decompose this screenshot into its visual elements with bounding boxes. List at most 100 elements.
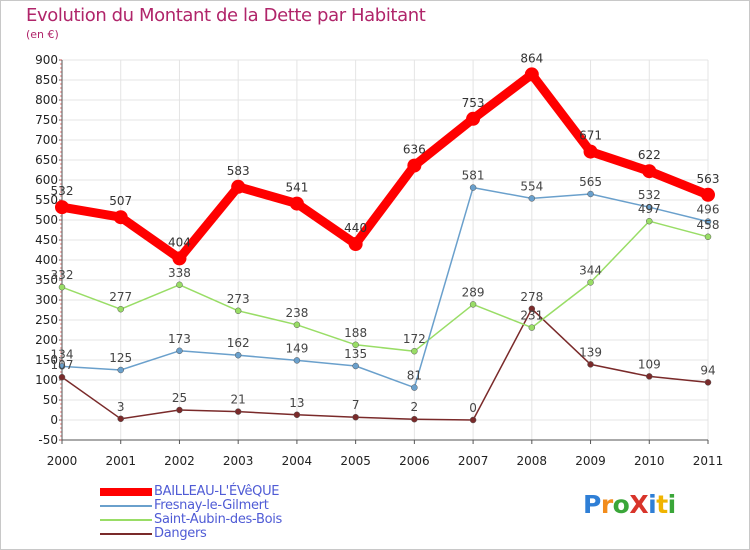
data-point	[411, 384, 418, 391]
data-label: 238	[285, 306, 308, 320]
data-label: 622	[638, 148, 661, 162]
data-point	[646, 373, 653, 380]
data-point	[587, 361, 594, 368]
data-point	[411, 347, 418, 355]
data-point	[58, 283, 66, 291]
y-tick-label: -50	[38, 433, 58, 447]
data-point	[704, 218, 712, 225]
data-point	[176, 406, 183, 414]
y-tick-label: 100	[35, 373, 58, 387]
data-point	[407, 158, 422, 173]
data-point	[234, 307, 242, 315]
data-label: 583	[227, 164, 250, 178]
series-line-0	[57, 69, 713, 263]
series-line-3	[61, 308, 709, 421]
data-label: 753	[462, 96, 485, 110]
data-label: 125	[109, 351, 132, 365]
data-label: 565	[579, 175, 602, 189]
data-label: 107	[51, 358, 74, 372]
data-point	[524, 67, 539, 82]
data-point	[642, 164, 657, 179]
data-point	[587, 190, 594, 198]
series-line-1	[61, 186, 709, 389]
data-point	[528, 305, 536, 313]
data-label: 109	[638, 357, 661, 371]
data-point	[528, 324, 536, 331]
y-tick-label: 900	[35, 53, 58, 67]
x-tick-label: 2007	[458, 454, 489, 468]
x-tick-label: 2006	[399, 454, 430, 468]
data-label: 554	[520, 179, 543, 193]
data-label: 94	[700, 363, 715, 377]
x-tick-label: 2005	[340, 454, 371, 468]
data-point	[113, 210, 128, 225]
data-point	[293, 357, 301, 364]
y-tick-label: 350	[35, 273, 58, 287]
data-label: 188	[344, 326, 367, 340]
data-point	[469, 301, 477, 308]
data-point	[646, 203, 653, 211]
data-label: 458	[697, 218, 720, 232]
data-label: 172	[403, 332, 426, 346]
y-tick-label: 250	[35, 313, 58, 327]
data-label: 278	[520, 290, 543, 304]
legend-swatch	[100, 488, 152, 496]
legend-swatch	[100, 533, 152, 535]
y-tick-label: 550	[35, 193, 58, 207]
legend-entry: Fresnay-le-Gilmert	[100, 498, 360, 514]
x-tick-label: 2008	[517, 454, 548, 468]
data-point	[469, 184, 477, 191]
y-tick-label: 500	[35, 213, 58, 227]
data-point	[117, 305, 124, 313]
data-point	[58, 373, 66, 381]
data-label: 25	[172, 391, 187, 405]
data-point	[352, 362, 359, 370]
data-point	[176, 281, 183, 289]
data-label: 139	[579, 345, 602, 359]
data-label: 13	[289, 396, 304, 410]
y-tick-label: 400	[35, 253, 58, 267]
data-point	[231, 179, 246, 194]
data-point	[117, 366, 124, 374]
data-point	[293, 321, 301, 329]
x-tick-label: 2002	[164, 454, 195, 468]
data-label: 864	[520, 51, 543, 65]
data-label: 344	[579, 263, 602, 277]
logo-letter: i	[667, 490, 677, 519]
y-tick-label: 750	[35, 113, 58, 127]
data-label: 162	[227, 336, 250, 350]
data-label: 332	[51, 268, 74, 282]
legend-entry: Saint-Aubin-des-Bois	[100, 512, 360, 528]
data-label: 173	[168, 332, 191, 346]
logo-letter: P	[583, 490, 601, 519]
chart-unit: (en €)	[26, 28, 59, 41]
data-point	[466, 111, 481, 126]
logo-letter: X	[629, 490, 649, 519]
legend-entry: Dangers	[100, 526, 360, 542]
data-point	[234, 351, 242, 359]
data-label: 440	[344, 221, 367, 235]
x-tick-label: 2011	[693, 454, 724, 468]
data-point	[646, 217, 653, 225]
legend-swatch	[100, 505, 152, 507]
data-point	[704, 233, 712, 241]
data-label: 532	[51, 184, 74, 198]
data-label: 231	[520, 309, 543, 323]
data-point	[352, 341, 359, 349]
data-point	[528, 195, 536, 202]
y-tick-label: 450	[35, 233, 58, 247]
data-point	[701, 187, 715, 202]
y-tick-label: 300	[35, 293, 58, 307]
data-label: 404	[168, 235, 191, 249]
data-point	[293, 411, 301, 419]
logo-letter: r	[600, 490, 613, 519]
data-label: 338	[168, 266, 191, 280]
logo-letter: i	[648, 490, 657, 519]
x-tick-label: 2004	[282, 454, 313, 468]
y-tick-label: 600	[35, 173, 58, 187]
data-label: 2	[411, 400, 419, 414]
data-label: 7	[352, 398, 360, 412]
data-point	[117, 415, 124, 423]
data-point	[352, 413, 359, 421]
data-point	[348, 237, 363, 251]
